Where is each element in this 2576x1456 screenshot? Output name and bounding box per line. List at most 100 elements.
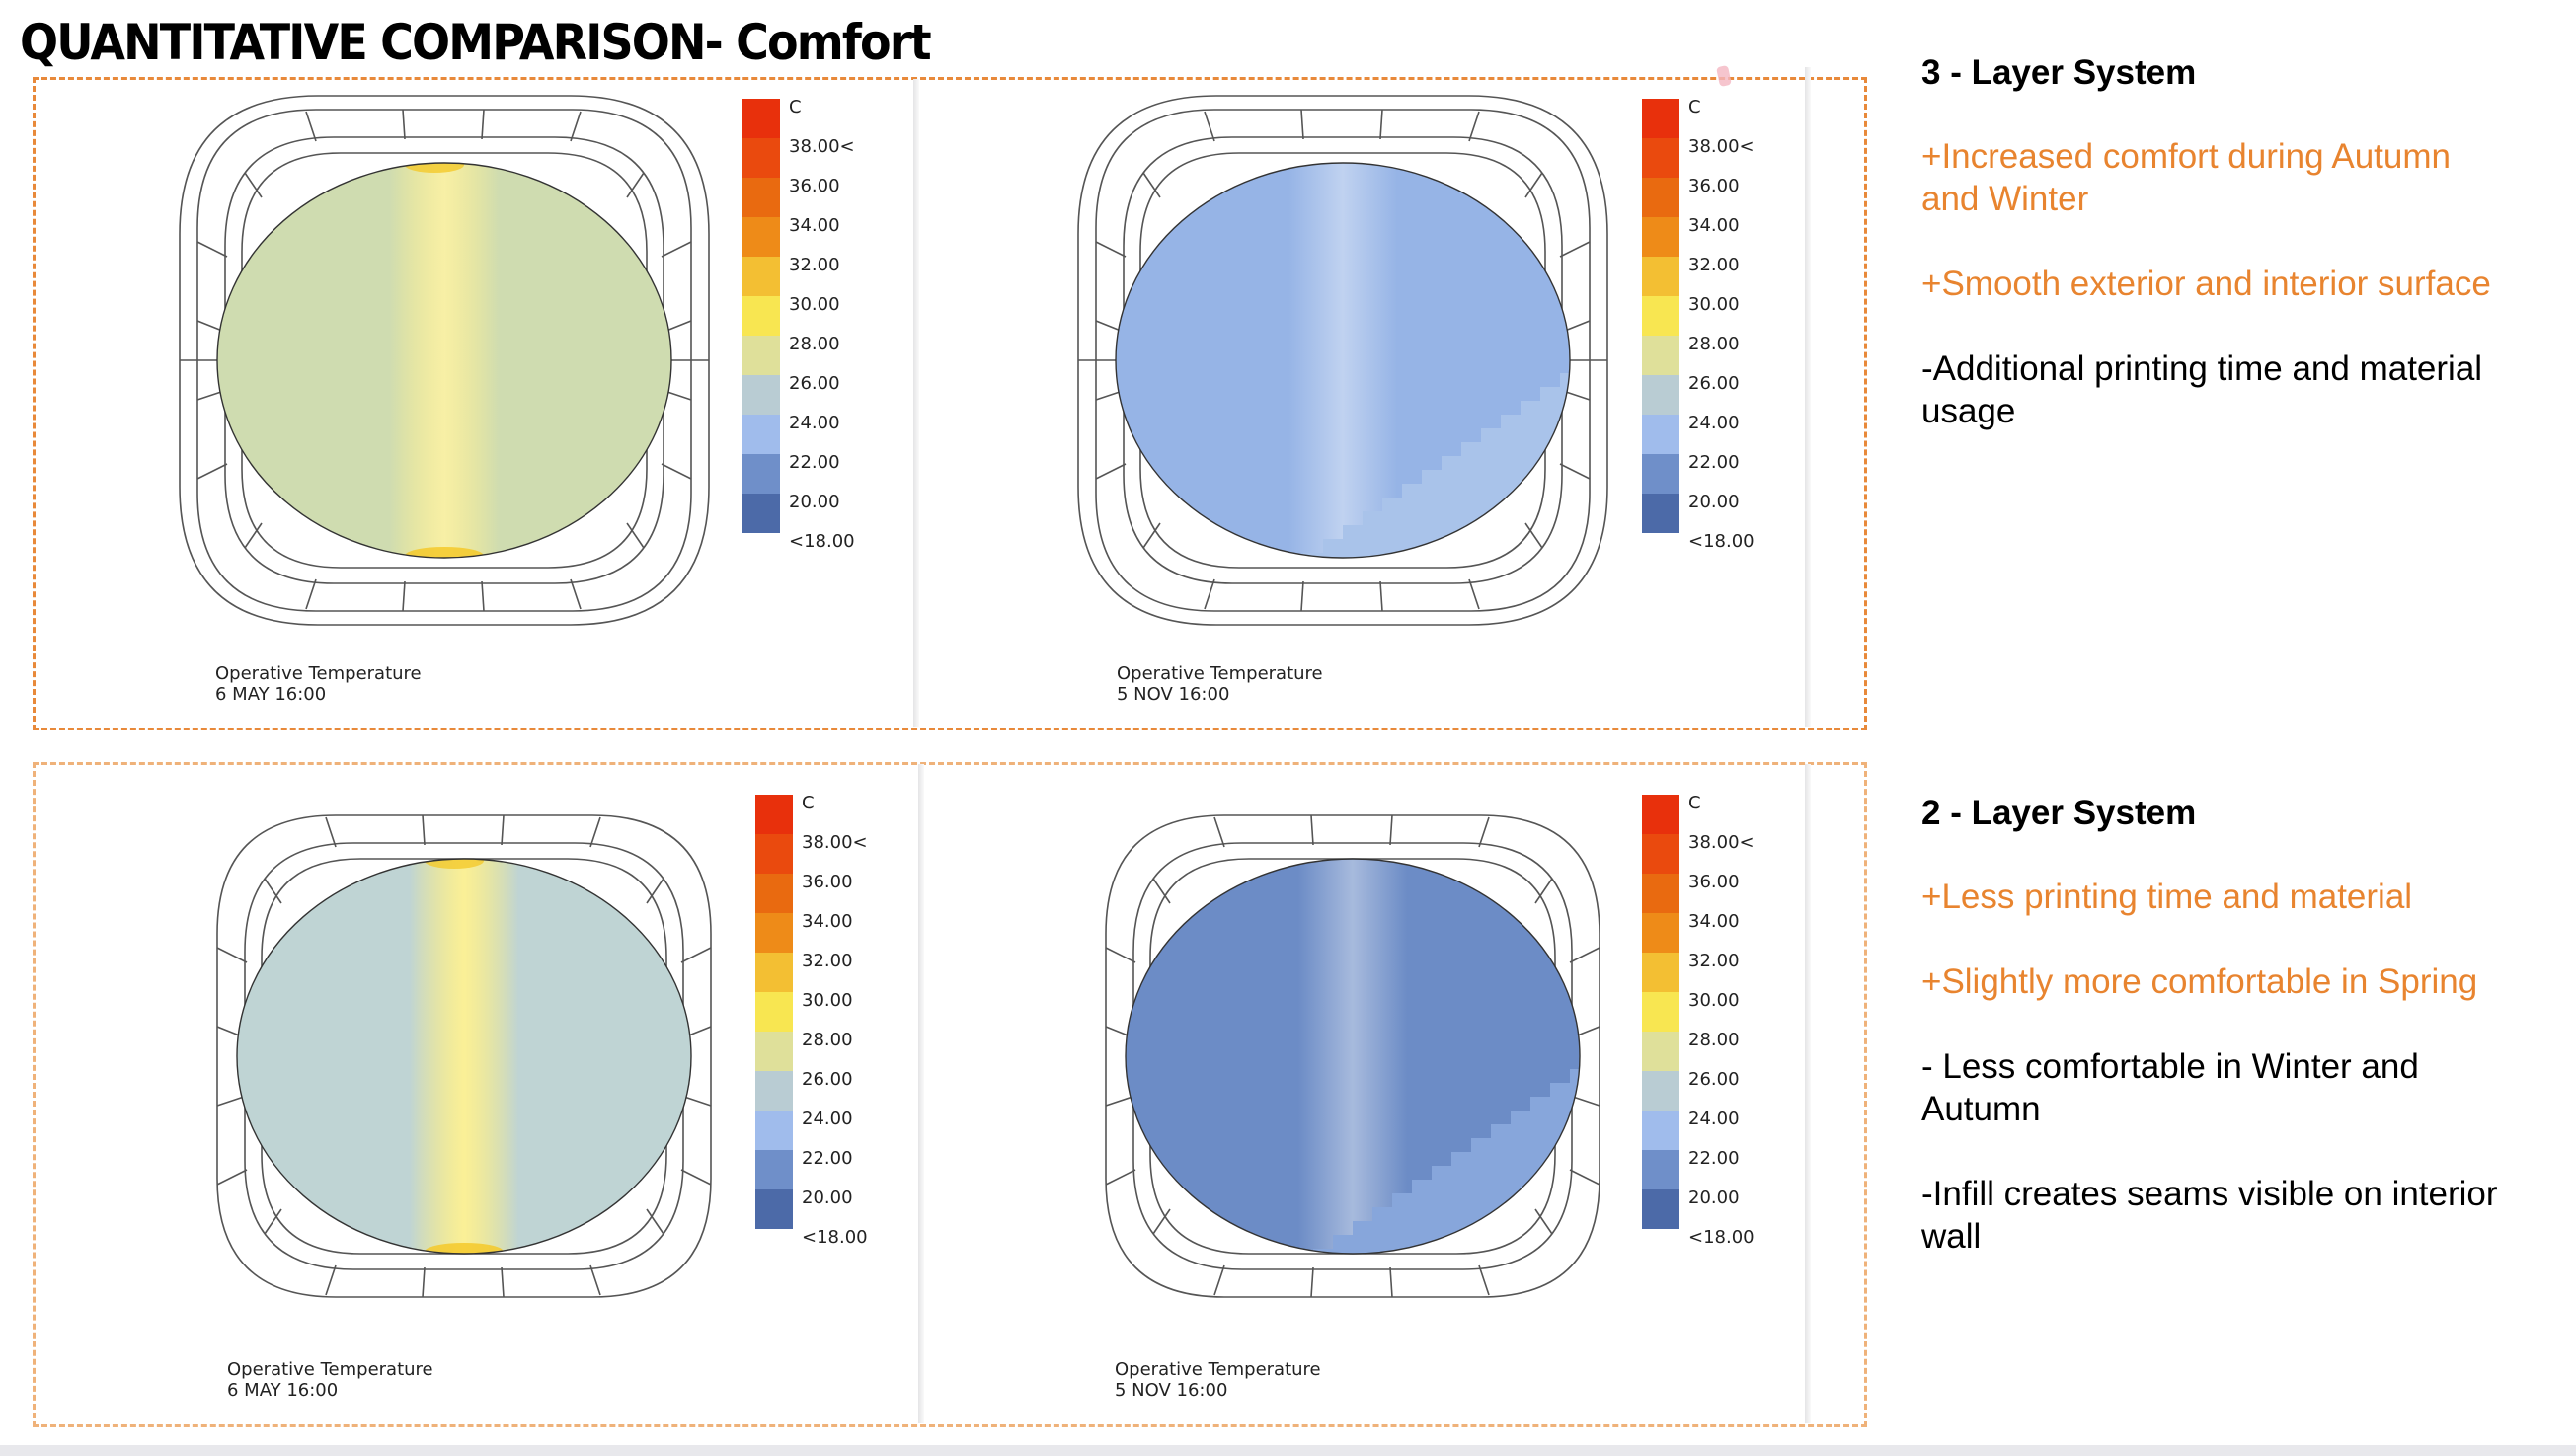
legend-swatch	[742, 99, 780, 138]
legend-label: 24.00	[1688, 1109, 1740, 1129]
legend-label: 26.00	[1688, 373, 1740, 394]
legend-swatch	[1642, 874, 1679, 913]
legend-label: 26.00	[789, 373, 840, 394]
caption-title: Operative Temperature	[227, 1359, 433, 1380]
rib	[1534, 1208, 1553, 1235]
rib	[216, 947, 248, 963]
outer-wall	[179, 95, 710, 626]
plot-caption: Operative Temperature 6 MAY 16:00	[227, 1359, 433, 1401]
legend-swatch	[1642, 336, 1679, 375]
plot-3layer-may	[179, 95, 710, 626]
legend-swatch	[1642, 257, 1679, 296]
rib	[1213, 1264, 1225, 1296]
legend-swatch	[1642, 953, 1679, 992]
legend-swatch	[742, 257, 780, 296]
legend-swatch	[742, 454, 780, 494]
plot-2layer-nov	[1105, 814, 1600, 1298]
legend-label: <18.00	[789, 531, 855, 552]
legend-label: 22.00	[1688, 1148, 1740, 1169]
rib	[1524, 522, 1543, 549]
room-outline	[216, 162, 672, 559]
legend-label: 34.00	[789, 215, 840, 236]
three-layer-notes: 3 - Layer System +Increased comfort duri…	[1921, 51, 2553, 432]
legend-label: 32.00	[1688, 951, 1740, 971]
outer-wall	[1077, 95, 1608, 626]
rib	[422, 1266, 426, 1298]
system-heading: 3 - Layer System	[1921, 53, 2197, 92]
caption-date: 6 MAY 16:00	[227, 1380, 339, 1401]
rib	[305, 578, 317, 610]
legend-colorbar	[755, 795, 793, 1229]
shell-outer	[216, 814, 712, 1298]
panel-divider	[918, 764, 924, 1423]
rib	[501, 814, 505, 846]
room-outline	[1125, 858, 1581, 1255]
legend-label: 24.00	[1688, 413, 1740, 433]
legend-label: 22.00	[789, 452, 840, 473]
rib	[244, 172, 263, 198]
inner-wall	[1149, 858, 1556, 1255]
legend-label: 36.00	[1688, 176, 1740, 196]
rib	[661, 463, 692, 480]
plot-caption: Operative Temperature 6 MAY 16:00	[215, 663, 422, 705]
legend-label: 20.00	[1688, 1188, 1740, 1208]
legend-label: 34.00	[802, 911, 853, 932]
inner-wall	[1139, 152, 1546, 569]
legend-swatch	[755, 992, 793, 1032]
room-outline	[1115, 162, 1571, 559]
legend-label: 24.00	[789, 413, 840, 433]
legend-label: 36.00	[1688, 872, 1740, 892]
rib	[1105, 1169, 1136, 1186]
legend-label: 22.00	[802, 1148, 853, 1169]
rib	[1478, 1264, 1490, 1296]
legend-swatch	[755, 795, 793, 834]
legend-swatch	[1642, 375, 1679, 415]
rib	[1300, 109, 1304, 140]
legend-label: 20.00	[789, 492, 840, 512]
rib	[1142, 522, 1161, 549]
legend-swatch	[1642, 296, 1679, 336]
legend-label: 30.00	[1688, 294, 1740, 315]
rib	[1105, 947, 1136, 963]
rib	[1310, 1266, 1314, 1298]
legend-swatch	[1642, 99, 1679, 138]
rib	[1204, 578, 1215, 610]
rib	[1559, 463, 1591, 480]
legend-swatch	[742, 375, 780, 415]
rib	[1559, 241, 1591, 258]
legend-label: 38.00<	[1688, 832, 1755, 853]
legend-swatch	[742, 415, 780, 454]
legend-swatch	[1642, 494, 1679, 533]
rib	[1310, 814, 1314, 846]
legend-colorbar	[1642, 99, 1679, 533]
legend-swatch	[755, 1071, 793, 1111]
rib	[680, 1169, 712, 1186]
bottom-bar	[0, 1445, 2576, 1456]
legend-swatch	[1642, 1150, 1679, 1189]
pro-point: +Increased comfort during Autumn and Win…	[1921, 137, 2451, 218]
legend-label: 32.00	[789, 255, 840, 275]
shell-outer	[1105, 814, 1600, 1298]
con-point: -Infill creates seams visible on interio…	[1921, 1175, 2498, 1256]
legend-label: 20.00	[802, 1188, 853, 1208]
shell-outer	[196, 109, 692, 612]
legend-label: 36.00	[789, 176, 840, 196]
shell-inner	[1123, 136, 1563, 584]
rib	[1213, 816, 1225, 848]
inner-wall	[241, 152, 648, 569]
legend-label: 38.00<	[802, 832, 868, 853]
caption-date: 6 MAY 16:00	[215, 684, 327, 705]
legend-swatch	[755, 953, 793, 992]
legend-swatch	[1642, 454, 1679, 494]
legend-label: 20.00	[1688, 492, 1740, 512]
rib	[422, 814, 426, 846]
rib	[244, 522, 263, 549]
legend-swatch	[742, 494, 780, 533]
legend-unit: C	[802, 793, 815, 813]
page-title: QUANTITATIVE COMPARISON- Comfort	[20, 14, 932, 71]
rib	[501, 1266, 505, 1298]
legend-unit: C	[1688, 97, 1701, 117]
three-layer-frame	[33, 77, 1867, 730]
rib	[1389, 814, 1393, 846]
rib	[264, 878, 282, 904]
